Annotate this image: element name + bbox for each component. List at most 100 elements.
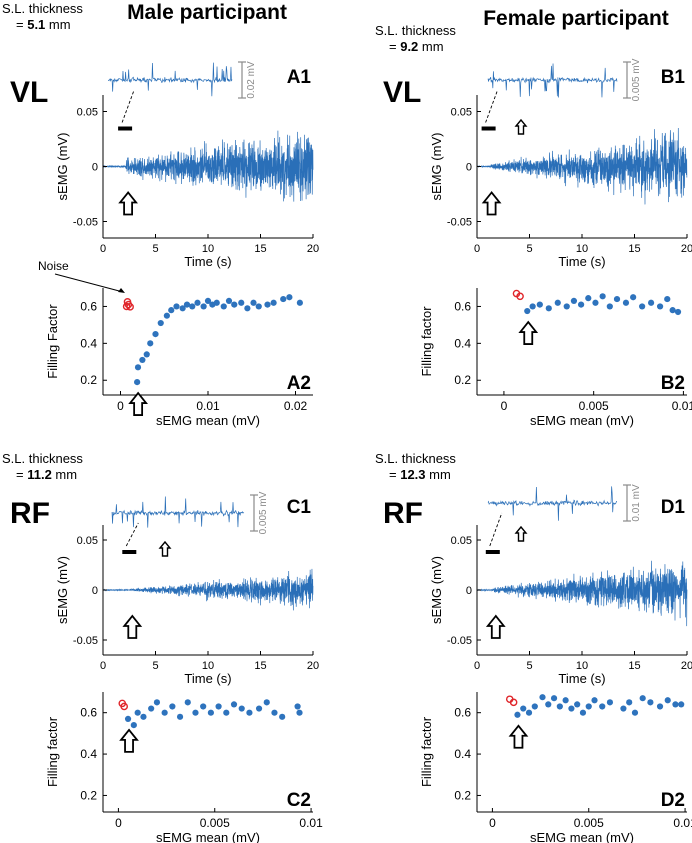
scatter-point — [176, 713, 184, 720]
thickness-unit: mm — [52, 467, 77, 482]
scatter-x-tick-label: 0.01 — [672, 399, 692, 413]
panel-label-2: D2 — [661, 790, 685, 811]
signal-x-tick-label: 0 — [474, 243, 480, 255]
scatter-x-label: sEMG mean (mV) — [156, 413, 260, 428]
thickness-eq: = — [389, 39, 400, 54]
signal-trace — [102, 130, 314, 202]
scatter-point — [539, 694, 546, 701]
scatter-point — [184, 699, 191, 706]
scatter-point — [134, 709, 141, 716]
scatter-x-tick-label: 0.01 — [299, 816, 323, 830]
scatter-y-tick-label: 0.6 — [454, 299, 471, 313]
muscle-label: VL — [383, 76, 421, 109]
signal-x-tick-label: 10 — [576, 243, 588, 255]
signal-trace — [476, 127, 688, 205]
scatter-x-tick-label: 0 — [115, 816, 122, 830]
scatter-y-tick-label: 0.4 — [80, 336, 97, 350]
signal-x-tick-label: 15 — [254, 660, 266, 672]
scatter-point — [622, 299, 630, 306]
scatter-point — [148, 705, 155, 712]
thickness-line: = 9.2 mm — [389, 39, 444, 54]
scatter-point — [674, 308, 682, 316]
scatter-onset-arrow — [119, 728, 139, 753]
scatter-y-tick-label: 0.4 — [454, 336, 471, 350]
scatter-x-tick-label: 0.01 — [673, 816, 692, 830]
scatter-point — [147, 340, 154, 347]
scatter-point — [189, 303, 196, 310]
scatter-point — [669, 307, 676, 314]
scatter-point — [238, 705, 245, 712]
scatter-point — [599, 293, 606, 300]
noise-point — [509, 698, 518, 707]
scatter-point — [574, 701, 581, 708]
scatter-point — [255, 303, 262, 310]
scatter-x-label: sEMG mean (mV) — [156, 830, 260, 843]
inset-arrow — [514, 118, 528, 135]
scatter-point — [562, 697, 569, 704]
inset-scale-label: 0.005 mV — [631, 58, 642, 101]
signal-x-tick-label: 10 — [202, 243, 214, 255]
thickness-unit: mm — [45, 17, 70, 32]
scatter-y-label: Filling factor — [45, 716, 60, 787]
scatter-point — [140, 713, 147, 720]
zoom-segment-marker — [485, 550, 500, 554]
signal-trace — [476, 560, 688, 627]
signal-y-tick-label: 0.05 — [77, 107, 98, 119]
scatter-point — [286, 294, 293, 301]
signal-y-tick-label: 0 — [466, 585, 472, 597]
scatter-point — [639, 695, 646, 702]
scatter-y-tick-label: 0.4 — [454, 747, 471, 761]
scatter-point — [678, 701, 685, 708]
signal-y-tick-label: -0.05 — [447, 635, 472, 647]
signal-x-label: Time (s) — [184, 671, 231, 686]
scatter-point — [204, 297, 212, 305]
scatter-point — [613, 295, 621, 303]
scatter-point — [664, 697, 671, 704]
thickness-value: 11.2 — [27, 467, 52, 482]
scatter-point — [223, 709, 230, 716]
scatter-y-label: Filling factor — [419, 306, 434, 377]
thickness-eq: = — [16, 17, 27, 32]
panel-label-2: B2 — [661, 373, 685, 394]
scatter-point — [169, 703, 176, 710]
scatter-y-tick-label: 0.6 — [80, 706, 97, 720]
scatter-y-tick-label: 0.2 — [80, 373, 97, 387]
thickness-value: 5.1 — [27, 17, 45, 32]
onset-arrow — [485, 614, 506, 639]
scatter-point — [215, 703, 222, 710]
scatter-point — [647, 699, 654, 706]
noise-point — [122, 302, 131, 311]
signal-x-tick-label: 20 — [307, 243, 319, 255]
signal-y-label: sEMG (mV) — [429, 133, 444, 201]
scatter-point — [585, 703, 592, 710]
scatter-point — [231, 301, 238, 308]
scatter-y-tick-label: 0.2 — [80, 788, 97, 802]
scatter-point — [620, 705, 627, 712]
thickness-label: S.L. thickness — [2, 1, 83, 16]
scatter-point — [134, 378, 141, 386]
noise-pointer — [54, 273, 124, 293]
scatter-point — [207, 709, 214, 716]
signal-x-tick-label: 15 — [254, 243, 266, 255]
scatter-point — [255, 705, 263, 712]
scatter-point — [536, 301, 543, 308]
noise-point — [120, 702, 128, 711]
signal-x-tick-label: 15 — [628, 243, 640, 255]
scatter-point — [200, 703, 207, 710]
inset-scale-label: 0.01 mV — [631, 484, 642, 522]
header-female: Female participant — [483, 7, 669, 30]
panel-label-1: D1 — [661, 497, 686, 518]
scatter-point — [656, 303, 664, 310]
scatter-y-tick-label: 0.2 — [454, 788, 471, 802]
scatter-point — [545, 305, 552, 312]
scatter-point — [630, 294, 637, 301]
signal-y-tick-label: -0.05 — [73, 635, 98, 647]
scatter-x-tick-label: 0.02 — [284, 399, 308, 413]
scatter-point — [664, 295, 671, 303]
inset-arrow — [158, 540, 172, 557]
scatter-point — [153, 699, 161, 706]
muscle-label: RF — [10, 497, 50, 530]
signal-x-label: Time (s) — [558, 254, 605, 269]
